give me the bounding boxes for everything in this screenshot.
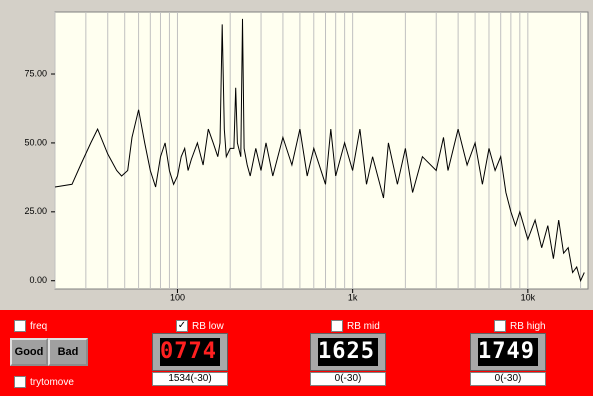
lcd-meter: 1749 [470,333,546,371]
meter-status: 0(-30) [470,372,546,386]
spectrum-chart: 100 1k 10k 0.00 25.00 50.00 75.00 [24,11,589,302]
checkbox-box [331,320,343,332]
y-tick-label: 0.00 [29,275,47,285]
checkbox[interactable]: freq [14,320,47,332]
button[interactable]: Good [10,338,48,366]
checkbox-label: RB mid [347,320,380,332]
lcd-meter: 1625 [310,333,386,371]
checkbox-box [14,376,26,388]
checkbox[interactable]: RB mid [331,320,380,332]
checkbox-box [494,320,506,332]
button[interactable]: Bad [48,338,88,366]
checkbox-label: trytomove [30,376,74,388]
lcd-digits: 0774 [160,338,220,366]
lcd-digits: 1749 [478,338,538,366]
x-tick-label: 100 [170,292,185,302]
control-panel: freq ✓ RB low RB mid RB high trytomove Good Bad… [0,310,593,396]
y-tick-label: 25.00 [24,206,47,216]
spectrum-line [54,18,585,283]
meter-status: 0(-30) [310,372,386,386]
plot-area [54,11,589,290]
checkbox[interactable]: ✓ RB low [176,320,224,332]
meter-status: 1534(-30) [152,372,228,386]
checkbox-box [14,320,26,332]
checkbox-box: ✓ [176,320,188,332]
x-tick-label: 1k [348,292,358,302]
checkbox-label: RB high [510,320,546,332]
y-tick-label: 50.00 [24,137,47,147]
lcd-meter: 0774 [152,333,228,371]
x-tick-label: 10k [521,292,536,302]
checkbox[interactable]: RB high [494,320,546,332]
checkbox-label: RB low [192,320,224,332]
lcd-digits: 1625 [318,338,378,366]
y-tick-label: 75.00 [24,68,47,78]
checkbox-label: freq [30,320,48,332]
checkbox[interactable]: trytomove [14,376,74,388]
